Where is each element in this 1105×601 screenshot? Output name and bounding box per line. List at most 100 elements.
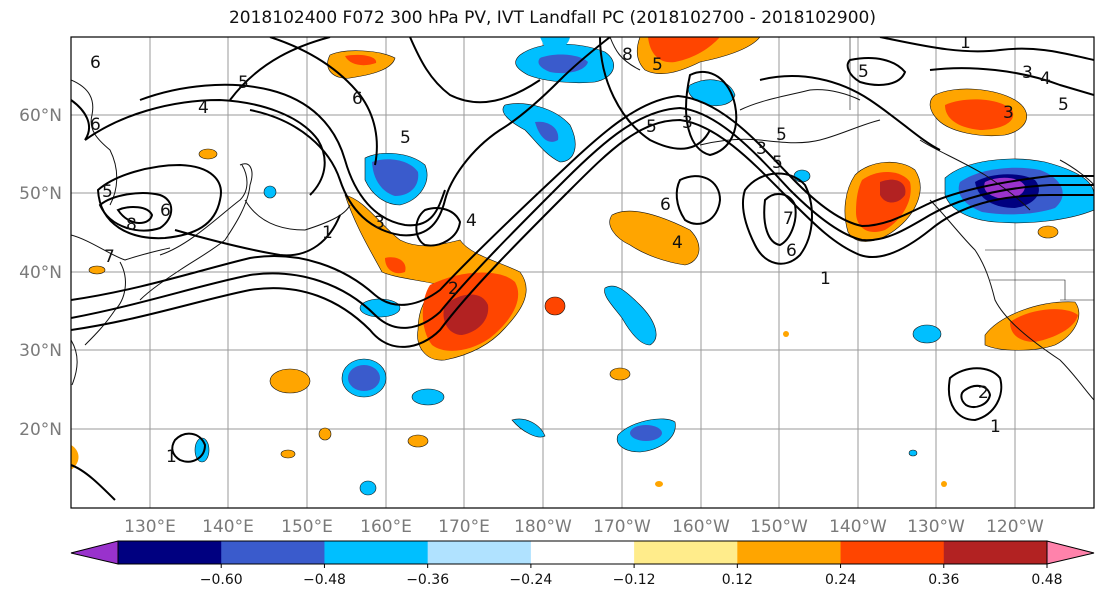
colorbar-tick-label: −0.60	[200, 572, 243, 588]
contour-label: 1	[166, 447, 177, 467]
negative-anomaly-blob	[502, 103, 576, 163]
lon-label: 140°W	[829, 517, 887, 537]
colorbar-tick-label: 0.12	[722, 572, 753, 588]
contour-label: 4	[1040, 69, 1051, 89]
colorbar-extend-max	[1047, 541, 1094, 564]
contour-label: 3	[1022, 63, 1033, 83]
positive-anomaly-blob	[1037, 225, 1059, 239]
contour-label: 7	[783, 209, 794, 229]
colorbar-tick-label: −0.48	[303, 572, 346, 588]
colorbar-outline	[117, 540, 1048, 565]
contour-label: 5	[646, 117, 657, 137]
colorbar-segment	[221, 541, 325, 564]
contour-label: 5	[102, 182, 113, 202]
contour-label: 1	[960, 33, 971, 53]
contour-label: 5	[400, 128, 411, 148]
colorbar-tick-label: −0.12	[613, 572, 656, 588]
positive-anomaly-blob	[609, 210, 700, 266]
contour-label: 5	[652, 55, 663, 75]
lat-label: 60°N	[19, 106, 62, 126]
lon-label: 170°W	[593, 517, 651, 537]
positive-anomaly-blob	[941, 481, 947, 487]
colorbar-tick-label: 0.36	[928, 572, 959, 588]
colorbar-segment	[118, 541, 222, 564]
positive-anomaly-blob	[280, 449, 296, 459]
contour-label: 6	[90, 53, 101, 73]
lat-label: 30°N	[19, 341, 62, 361]
colorbar-tick-label: −0.24	[509, 572, 552, 588]
colorbar-segment	[943, 541, 1048, 564]
lon-label: 170°E	[438, 517, 490, 537]
negative-anomaly-blob	[912, 324, 942, 344]
positive-anomaly-blob	[544, 296, 566, 316]
positive-anomaly-blob	[71, 445, 79, 470]
negative-anomaly-blob	[604, 285, 657, 346]
positive-anomaly-blob	[198, 148, 218, 160]
contour-label: 3	[756, 139, 767, 159]
colorbar-segment	[324, 541, 429, 564]
negative-anomaly-blob	[511, 418, 546, 438]
colorbar-tick-label: −0.36	[406, 572, 449, 588]
contour-label: 3	[1003, 103, 1014, 123]
positive-anomaly-blob	[318, 427, 332, 441]
figure-title: 2018102400 F072 300 hPa PV, IVT Landfall…	[228, 8, 876, 28]
positive-anomaly-blob	[443, 294, 489, 335]
colorbar-segment	[530, 541, 635, 564]
negative-anomaly-blob	[372, 159, 419, 196]
positive-anomaly-blob	[88, 265, 106, 275]
contour-label: 4	[198, 98, 209, 118]
contour-label: 5	[858, 62, 869, 82]
contour-label: 6	[786, 241, 797, 261]
negative-anomaly-blob	[535, 121, 559, 142]
negative-anomaly-blob	[538, 54, 588, 74]
contour-labels: 6 5 4 5 8 7 6 6 6 5 1 3 4 2 8 5 5 3 5 7 …	[90, 33, 1069, 467]
contour-label: 5	[238, 73, 249, 93]
positive-anomaly-blob	[407, 434, 429, 448]
lon-label: 120°W	[986, 517, 1044, 537]
contour-label: 8	[126, 215, 137, 235]
lon-label: 140°E	[202, 517, 254, 537]
contour-label: 1	[322, 223, 333, 243]
map-frame	[70, 36, 1095, 509]
colorbar-segment	[427, 541, 532, 564]
contour-label: 2	[448, 279, 459, 299]
latitude-labels: 60°N 50°N 40°N 30°N 20°N	[19, 106, 62, 440]
negative-anomaly-blob	[630, 425, 662, 441]
positive-anomaly-blob	[345, 54, 377, 66]
negative-anomaly-blob	[908, 449, 918, 457]
colorbar-segment	[634, 541, 738, 564]
contour-label: 3	[682, 113, 693, 133]
lon-label: 150°W	[750, 517, 808, 537]
lat-label: 20°N	[19, 420, 62, 440]
lon-label: 150°E	[281, 517, 333, 537]
pv-contours	[71, 37, 1094, 501]
contour-label: 4	[466, 211, 477, 231]
positive-anomaly-blob	[648, 37, 720, 63]
contour-label: 7	[104, 247, 115, 267]
negative-anomaly-blob	[348, 365, 380, 391]
negative-anomaly-blob	[411, 388, 445, 406]
longitude-labels: 130°E 140°E 150°E 160°E 170°E 180°W 170°…	[124, 517, 1044, 537]
lat-label: 50°N	[19, 184, 62, 204]
contour-label: 6	[660, 195, 671, 215]
positive-anomaly-blob	[783, 331, 789, 337]
positive-anomaly-blob	[1010, 309, 1078, 342]
lon-label: 160°E	[360, 517, 412, 537]
lon-label: 160°W	[672, 517, 730, 537]
contour-label: 6	[352, 89, 363, 109]
positive-anomaly-blob	[880, 179, 906, 203]
contour-label: 8	[622, 45, 633, 65]
contour-label: 6	[160, 201, 171, 221]
positive-anomaly-blob	[269, 368, 311, 394]
contour-label: 1	[820, 269, 831, 289]
contour-label: 1	[990, 417, 1001, 437]
colorbar: −0.60 −0.48 −0.36 −0.24 −0.12 0.12 0.24 0.36 0.4…	[70, 540, 1095, 588]
contour-label: 5	[772, 153, 783, 173]
contour-label: 2	[978, 383, 989, 403]
positive-anomaly-blob	[385, 257, 406, 274]
negative-anomaly-blob	[793, 169, 811, 183]
colorbar-tick-label: 0.24	[825, 572, 856, 588]
negative-anomaly-blob	[263, 185, 277, 199]
negative-anomaly-blob	[688, 79, 736, 106]
